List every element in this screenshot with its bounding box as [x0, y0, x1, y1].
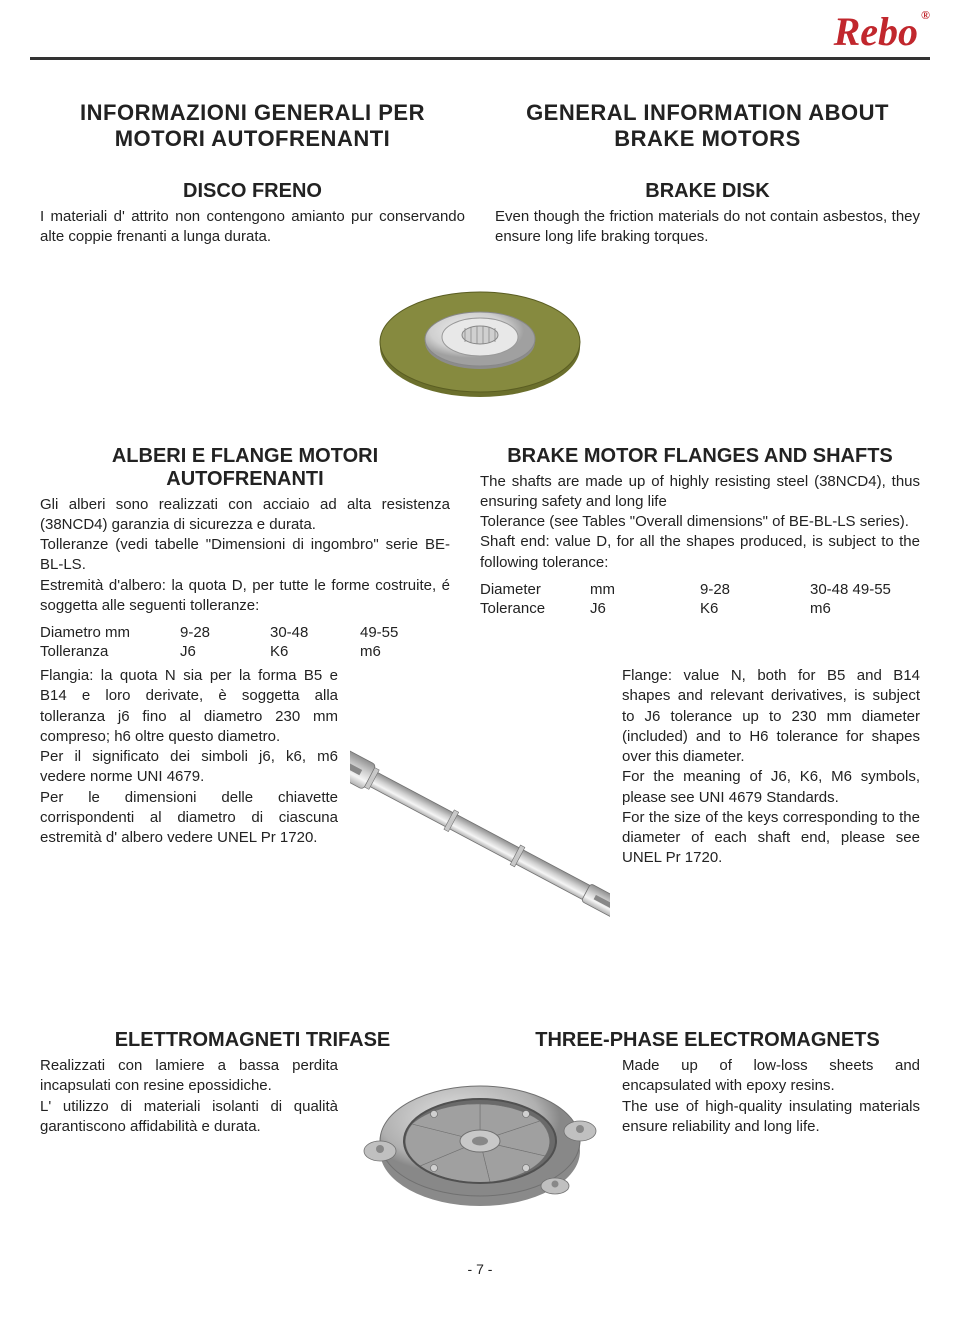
shaft-body3-en: Shaft end: value D, for all the shapes p…: [480, 532, 920, 573]
electromagnet-row: Realizzati con lamiere a bassa perdita i…: [40, 1056, 920, 1231]
brake-disc-figure: [40, 272, 920, 417]
main-title-it: INFORMAZIONI GENERALI PER MOTORI AUTOFRE…: [40, 100, 465, 152]
flange-row: Flangia: la quota N sia per la forma B5 …: [40, 666, 920, 1011]
shaft-figure: [350, 666, 610, 1011]
em-body1-en: Made up of low-loss sheets and encapsula…: [622, 1056, 920, 1097]
main-title-row: INFORMAZIONI GENERALI PER MOTORI AUTOFRE…: [40, 100, 920, 162]
shaft-body1-it: Gli alberi sono realizzati con acciaio a…: [40, 495, 450, 536]
shaft-section: ALBERI E FLANGE MOTORI AUTOFRENANTI Gli …: [40, 427, 920, 667]
em-body2-en: The use of high-quality insulating mater…: [622, 1097, 920, 1138]
electromagnet-section-titles: ELETTROMAGNETI TRIFASE THREE-PHASE ELECT…: [40, 1011, 920, 1056]
main-title-en: GENERAL INFORMATION ABOUT BRAKE MOTORS: [495, 100, 920, 152]
tolerance-table-it-row1: Diametro mm 9-28 30-48 49-55: [40, 624, 450, 641]
flange-body2-en: For the meaning of J6, K6, M6 symbols, p…: [622, 767, 920, 808]
flange-body1-it: Flangia: la quota N sia per la forma B5 …: [40, 666, 338, 747]
disc-title-en: BRAKE DISK: [495, 180, 920, 203]
registered-mark: ®: [921, 8, 930, 23]
disc-section: DISCO FRENO I materiali d' attrito non c…: [40, 162, 920, 248]
shaft-title-it: ALBERI E FLANGE MOTORI AUTOFRENANTI: [40, 445, 450, 491]
page-number: - 7 -: [0, 1251, 960, 1297]
electromagnet-figure: [350, 1056, 610, 1231]
flange-body3-en: For the size of the keys corresponding t…: [622, 808, 920, 869]
flange-body3-it: Per le dimensioni delle chiavette corris…: [40, 788, 338, 849]
shaft-body2-it: Tolleranze (vedi tabelle "Dimensioni di …: [40, 535, 450, 576]
em-title-en: THREE-PHASE ELECTROMAGNETS: [495, 1029, 920, 1052]
brand-logo-text: Rebo: [834, 9, 918, 54]
flange-body2-it: Per il significato dei simboli j6, k6, m…: [40, 747, 338, 788]
flange-body1-en: Flange: value N, both for B5 and B14 sha…: [622, 666, 920, 767]
shaft-title-en: BRAKE MOTOR FLANGES AND SHAFTS: [480, 445, 920, 468]
tolerance-table-en-row2: Tolerance J6 K6 m6: [480, 600, 920, 617]
em-title-it: ELETTROMAGNETI TRIFASE: [40, 1029, 465, 1052]
shaft-body1-en: The shafts are made up of highly resisti…: [480, 472, 920, 513]
disc-title-it: DISCO FRENO: [40, 180, 465, 203]
em-body2-it: L' utilizzo di materiali isolanti di qua…: [40, 1097, 338, 1138]
brand-logo: Rebo ®: [834, 8, 930, 55]
disc-body-en: Even though the friction materials do no…: [495, 207, 920, 248]
brake-disc-icon: [365, 272, 595, 412]
tolerance-table-it-row2: Tolleranza J6 K6 m6: [40, 643, 450, 660]
shaft-icon: [350, 666, 610, 1006]
em-body1-it: Realizzati con lamiere a bassa perdita i…: [40, 1056, 338, 1097]
header-bar: Rebo ®: [0, 0, 960, 55]
disc-body-it: I materiali d' attrito non contengono am…: [40, 207, 465, 248]
shaft-body3-it: Estremità d'albero: la quota D, per tutt…: [40, 576, 450, 617]
electromagnet-icon: [350, 1056, 610, 1226]
shaft-body2-en: Tolerance (see Tables "Overall dimension…: [480, 512, 920, 532]
page-content: INFORMAZIONI GENERALI PER MOTORI AUTOFRE…: [0, 60, 960, 1251]
tolerance-table-en-row1: Diameter mm 9-28 30-48 49-55: [480, 581, 920, 598]
